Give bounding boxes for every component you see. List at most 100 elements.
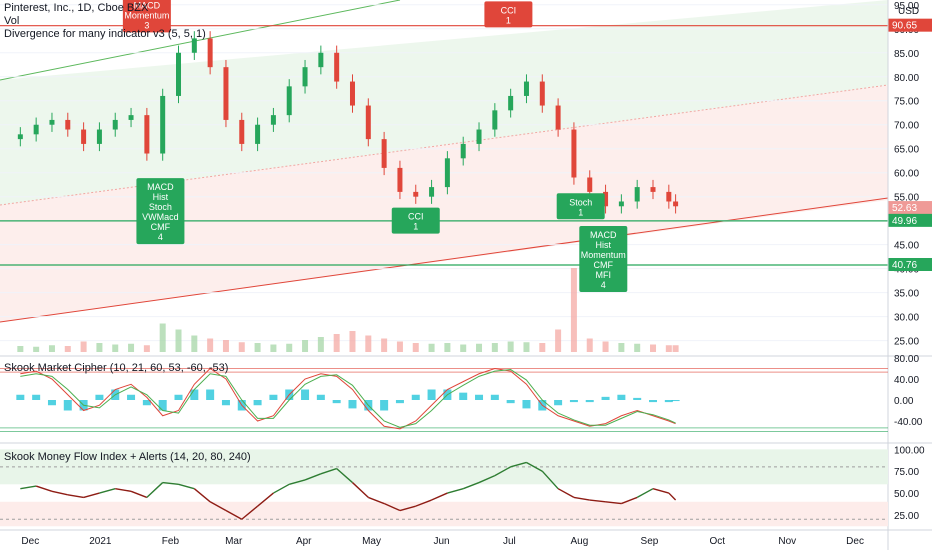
volume-bar	[207, 338, 214, 352]
mfi-line-segment	[35, 485, 53, 492]
mfi-line-segment	[557, 488, 575, 499]
divergence-tag-box	[484, 1, 533, 28]
price-tick-label: 55.00	[894, 193, 919, 204]
cipher-histogram-bar	[190, 389, 199, 400]
volume-bar	[570, 268, 577, 352]
volume-bar	[270, 344, 277, 352]
mfi-line-segment	[447, 488, 464, 494]
volume-bar	[333, 334, 340, 352]
volume-bar	[634, 343, 641, 352]
currency-label: USD	[898, 6, 919, 17]
cipher-tick-label: -40.00	[894, 417, 923, 428]
candle-body	[334, 52, 340, 82]
price-axis-label: 90.65	[892, 21, 917, 32]
divergence-tag-text: CMF	[594, 260, 614, 270]
mfi-line-segment	[51, 490, 68, 496]
candle-body	[587, 177, 593, 192]
x-tick-label: Jun	[434, 536, 450, 547]
mfi-line-segment	[130, 490, 148, 499]
cipher-histogram-bar	[585, 400, 594, 403]
candle-body	[239, 119, 245, 144]
price-tick-label: 70.00	[894, 121, 919, 132]
main-legend: Pinterest, Inc., 1D, Cboe BZX Vol Diverg…	[4, 2, 206, 41]
mfi-tick-label: 25.00	[894, 511, 919, 522]
candle-body	[160, 95, 166, 154]
cipher-histogram-bar	[411, 394, 420, 400]
candle-body	[397, 167, 403, 192]
volume-bar	[586, 338, 593, 352]
indicator-label: Divergence for many indicator v3 (5, 5, …	[4, 28, 206, 40]
candle-body	[571, 129, 577, 178]
candle-body	[349, 81, 355, 106]
candle-body	[555, 105, 561, 130]
candle-body	[650, 187, 656, 192]
cipher-histogram-bar	[269, 394, 278, 400]
mfi-line-segment	[146, 482, 164, 498]
volume-bar	[302, 340, 309, 352]
candle-body	[381, 139, 387, 168]
mfi-line-segment	[368, 496, 385, 505]
x-tick-label: Mar	[225, 536, 243, 547]
divergence-tag-text: 4	[601, 280, 606, 290]
divergence-tag-text: CCI	[501, 5, 517, 15]
volume-bar	[396, 341, 403, 352]
volume-bar	[365, 335, 372, 352]
candle-body	[17, 134, 23, 140]
cipher-tick-label: 0.00	[894, 396, 914, 407]
candle-body	[508, 95, 514, 111]
candle-body	[65, 119, 71, 130]
volume-bar	[317, 337, 324, 352]
volume-bar	[460, 344, 467, 352]
divergence-tag-text: 1	[506, 15, 511, 25]
mfi-line-segment	[20, 485, 37, 490]
candle-body	[634, 187, 640, 202]
mfi-line-segment	[273, 483, 290, 494]
x-tick-label: Dec	[846, 536, 864, 547]
volume-bar	[412, 343, 419, 352]
candle-body	[144, 115, 150, 154]
mfi-line-segment	[573, 496, 590, 501]
cipher-histogram-bar	[475, 394, 484, 400]
volume-bar	[476, 343, 483, 352]
x-tick-label: Aug	[571, 536, 589, 547]
volume-bar	[349, 331, 356, 352]
downtrend-channel-fill	[0, 85, 888, 322]
divergence-tag-box	[579, 226, 628, 293]
cipher-histogram-bar	[380, 400, 389, 411]
price-axis-label: 49.96	[892, 216, 917, 227]
candle-body	[81, 129, 87, 144]
upper-trendline	[0, 0, 401, 81]
volume-bar	[33, 346, 40, 352]
divergence-tag-text: MACD	[134, 0, 161, 10]
cipher-histogram-bar	[395, 400, 404, 404]
cipher-histogram-bar	[16, 394, 25, 400]
price-axis-label-bg	[888, 213, 932, 227]
mfi-line-segment	[257, 492, 274, 507]
candle-body	[492, 110, 498, 130]
mfi-line-segment	[431, 492, 448, 501]
price-tick-label: 75.00	[894, 97, 919, 108]
cipher-histogram-bar	[617, 394, 626, 400]
divergence-tag-text: Momentum	[581, 250, 626, 260]
volume-bar	[602, 341, 609, 352]
divergence-tag-text: CCI	[408, 212, 424, 222]
volume-bar	[665, 345, 672, 352]
candle-body	[33, 124, 39, 135]
mfi-line-segment	[178, 483, 195, 490]
candle-body	[223, 67, 229, 120]
x-tick-label: Dec	[21, 536, 39, 547]
x-tick-label: Nov	[778, 536, 796, 547]
price-tick-label: 65.00	[894, 145, 919, 156]
divergence-tag-text: Hist	[596, 240, 612, 250]
mfi-line-segment	[67, 494, 84, 499]
mfi-line-segment	[399, 505, 416, 512]
divergence-tag-text: 4	[158, 232, 163, 242]
cipher-line-fast	[20, 367, 676, 430]
lower-trendline	[0, 197, 889, 323]
cipher-histogram-bar	[95, 394, 104, 400]
price-tick-label: 45.00	[894, 241, 919, 252]
